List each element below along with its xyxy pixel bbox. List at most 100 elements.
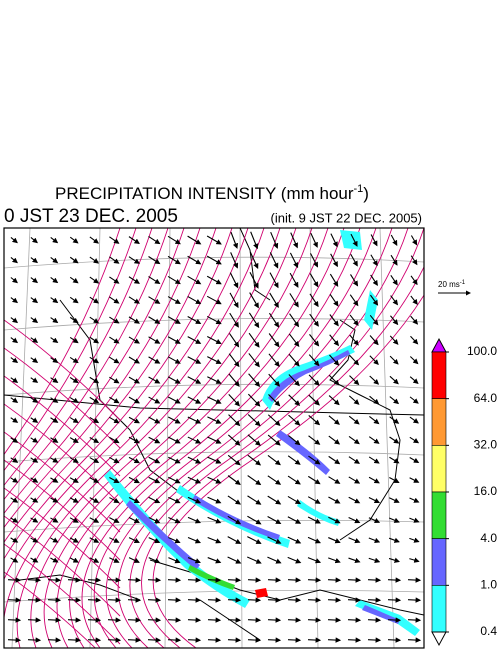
wind-arrow: [168, 476, 181, 484]
wind-arrow: [30, 237, 38, 244]
wind-arrow: [287, 475, 301, 485]
wind-arrow: [368, 517, 381, 523]
wind-arrow: [389, 456, 400, 464]
wind-arrow: [407, 637, 422, 643]
isobar: [4, 459, 121, 561]
wind-arrow: [89, 416, 100, 424]
wind-arrow: [50, 557, 59, 563]
wind-arrow: [128, 396, 140, 404]
wind-arrow: [187, 396, 202, 404]
wind-arrow: [329, 314, 339, 327]
wind-arrow: [387, 577, 402, 583]
wind-arrow: [347, 597, 362, 603]
wind-arrow: [249, 251, 259, 269]
wind-arrow: [30, 537, 39, 543]
wind-arrow: [168, 436, 181, 444]
wind-arrow: [89, 477, 100, 483]
wind-arrow: [248, 353, 260, 368]
wind-arrow: [369, 355, 379, 366]
wind-arrow: [69, 256, 79, 264]
wind-arrow: [167, 336, 181, 344]
wind-arrow: [147, 637, 162, 643]
wind-arrow: [327, 637, 342, 643]
wind-arrow: [207, 516, 222, 524]
wind-arrow: [389, 436, 400, 444]
wind-arrow: [207, 336, 222, 344]
wind-arrow: [127, 637, 142, 643]
wind-arrow: [409, 376, 419, 385]
wind-arrow: [89, 356, 100, 364]
wind-arrow: [30, 457, 39, 463]
wind-arrow: [87, 637, 102, 643]
wind-arrow: [127, 617, 142, 623]
wind-arrow: [369, 314, 379, 326]
wind-arrow: [289, 272, 299, 288]
wind-arrow: [410, 255, 418, 266]
wind-arrow: [389, 416, 400, 424]
wind-arrow: [388, 557, 400, 563]
wind-arrow: [30, 417, 39, 423]
wind-arrow: [27, 637, 42, 643]
wind-arrow: [109, 396, 120, 404]
wind-arrow: [10, 517, 19, 523]
wind-arrow: [167, 316, 181, 324]
wind-arrow: [409, 356, 419, 365]
wind-arrow: [247, 597, 262, 603]
wind-arrow: [148, 276, 161, 284]
wind-arrow: [148, 476, 161, 484]
wind-arrow: [348, 537, 361, 544]
wind-arrow: [227, 637, 242, 643]
isobar: [4, 228, 137, 472]
wind-arrow: [50, 497, 59, 503]
wind-arrow: [187, 577, 202, 583]
wind-arrow: [89, 296, 100, 304]
wind-arrow: [128, 436, 140, 444]
wind-arrow: [89, 537, 100, 543]
isobar: [4, 228, 233, 560]
wind-arrow: [148, 416, 161, 424]
wind-arrow: [30, 477, 39, 483]
wind-arrow: [409, 557, 420, 563]
wind-arrow: [230, 252, 239, 269]
wind-arrow: [388, 537, 400, 543]
wind-arrow: [410, 275, 418, 286]
wind-scale: 20 ms-1: [438, 280, 471, 296]
wind-arrow: [387, 597, 402, 603]
colorbar-label: 4.0: [480, 531, 497, 545]
isobar: [4, 319, 121, 421]
isobar: [93, 228, 377, 648]
wind-arrow: [187, 436, 202, 444]
isobar: [4, 375, 121, 477]
wind-arrow: [268, 394, 281, 407]
wind-arrow: [67, 617, 82, 623]
wind-arrow: [50, 257, 59, 264]
wind-arrow: [387, 617, 402, 623]
wind-arrow: [109, 296, 120, 304]
wind-arrow: [350, 254, 358, 267]
wind-arrow: [349, 355, 360, 366]
isobar: [4, 228, 217, 544]
wind-arrow: [89, 316, 100, 324]
wind-arrow: [409, 537, 420, 543]
wind-arrow: [187, 637, 202, 643]
wind-arrow: [127, 597, 142, 603]
wind-arrow: [407, 617, 422, 623]
title-text: PRECIPITATION INTENSITY (mm hour: [55, 184, 354, 203]
isobar: [16, 228, 281, 648]
wind-arrow: [289, 252, 299, 269]
wind-arrow: [328, 557, 341, 564]
wind-arrow: [148, 256, 161, 265]
wind-arrow: [206, 255, 222, 265]
wind-arrow: [370, 274, 378, 287]
wind-arrow: [10, 457, 19, 463]
wind-arrow: [247, 434, 261, 446]
wind-arrow: [328, 395, 340, 406]
wind-arrow: [69, 296, 79, 304]
wind-arrow: [187, 416, 202, 424]
wind-arrow: [30, 397, 39, 403]
wind-arrow: [87, 577, 102, 583]
isobar: [30, 228, 297, 648]
wind-arrow: [287, 617, 302, 623]
wind-arrow: [50, 437, 59, 443]
wind-arrow: [148, 436, 161, 444]
